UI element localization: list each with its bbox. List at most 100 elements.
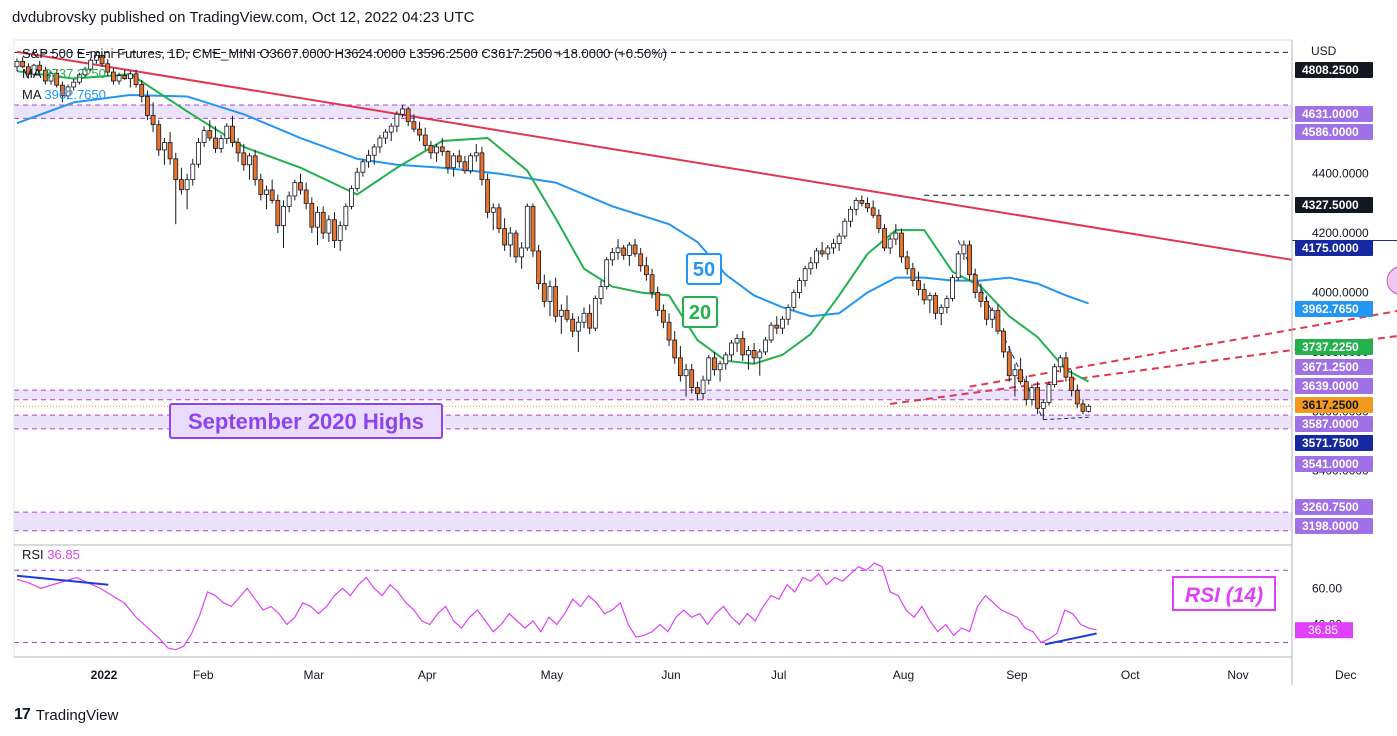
candle-83 [485,179,491,213]
price-label-1-bg [1295,106,1373,122]
annotation-box-1 [686,253,722,285]
candle-13 [88,59,94,70]
price-label-7: 3671.2500 [1302,360,1359,374]
tradingview-footer[interactable]: 17 TradingView [14,706,118,724]
candle-32 [196,142,201,165]
candle-120 [695,387,700,394]
candle-46 [275,200,281,227]
candle-105 [609,251,615,261]
candle-142 [819,250,825,255]
candle-116 [672,339,678,359]
candle-123 [712,357,717,371]
x-tick-4: May [541,668,564,682]
candle-74 [434,146,439,154]
candle-69 [405,108,411,123]
candle-178 [1023,381,1029,400]
candle-98 [570,318,576,332]
annotation-box-0 [169,403,443,439]
candle-80 [468,155,474,172]
annotations: September 2020 Highs 50 20 [169,253,1397,439]
price-label-2: 4586.0000 [1302,125,1359,139]
y-tick-1: 4200.0000 [1312,226,1369,240]
candle-4 [37,64,43,71]
candle-184 [1057,357,1063,368]
candle-63 [371,146,377,156]
candle-96 [558,309,564,317]
price-label-14-bg [1295,518,1373,534]
candle-154 [887,238,893,249]
candle-143 [825,247,831,255]
candle-58 [343,205,349,227]
candle-28 [173,158,179,181]
candle-175 [1006,351,1012,377]
candle-119 [689,369,695,388]
tradingview-brand: TradingView [35,706,119,724]
candle-36 [218,138,224,149]
candle-125 [723,354,729,365]
candle-66 [388,125,394,133]
candle-114 [660,309,666,323]
candle-87 [507,232,513,246]
candle-31 [190,163,196,181]
candle-149 [859,200,865,204]
candle-53 [315,211,320,228]
candle-155 [893,232,899,240]
candle-162 [933,295,938,314]
price-label-12-bg [1295,456,1373,472]
candle-49 [292,182,298,197]
candle-40 [241,152,247,166]
candle-89 [519,247,525,258]
candle-30 [184,179,190,191]
candle-179 [1029,387,1035,400]
price-label-14: 3198.0000 [1302,519,1359,533]
candle-68 [400,108,405,115]
price-label-1: 4631.0000 [1302,107,1359,121]
x-tick-0: 2022 [91,668,118,682]
rsi-line [16,562,1097,651]
candle-100 [581,312,587,323]
candle-8 [59,84,65,97]
candle-170 [978,292,984,302]
candle-11 [76,74,82,83]
candle-126 [729,342,734,356]
candle-168 [967,244,972,276]
rsi-value-tag [1295,622,1353,639]
candle-62 [366,154,371,163]
candle-138 [797,280,802,293]
candle-97 [564,309,570,320]
candle-12 [82,68,88,76]
candle-21 [133,73,139,85]
x-tick-6: Jul [771,668,786,682]
candle-18 [116,75,122,82]
candle-57 [337,225,343,241]
x-tick-7: Aug [893,668,914,682]
candle-177 [1018,369,1023,383]
candle-95 [553,286,559,317]
candle-130 [751,350,757,359]
price-label-10-bg [1295,416,1373,432]
candle-42 [252,155,258,181]
candle-37 [224,125,230,140]
price-label-8: 3639.0000 [1302,379,1359,393]
price-label-9-bg [1295,397,1373,413]
candle-146 [842,220,848,237]
rsi-legend-label: RSI [22,547,44,562]
candle-15 [99,55,105,65]
ma-cross-circle [1386,266,1397,295]
candle-151 [870,207,876,216]
candle-25 [156,124,162,151]
candle-176 [1012,369,1018,377]
candle-111 [643,265,649,276]
y-tick-0: 4400.0000 [1312,167,1369,181]
zone-3 [14,512,1292,531]
support-dashed-line [1043,416,1089,421]
candle-153 [882,228,887,249]
ma20-legend: MA 3737.2250 [22,66,106,81]
price-label-3: 4327.5000 [1302,198,1359,212]
candle-16 [105,63,111,73]
candle-131 [757,351,763,359]
candle-189 [1086,405,1092,412]
candle-124 [717,363,723,371]
candle-133 [768,324,774,341]
